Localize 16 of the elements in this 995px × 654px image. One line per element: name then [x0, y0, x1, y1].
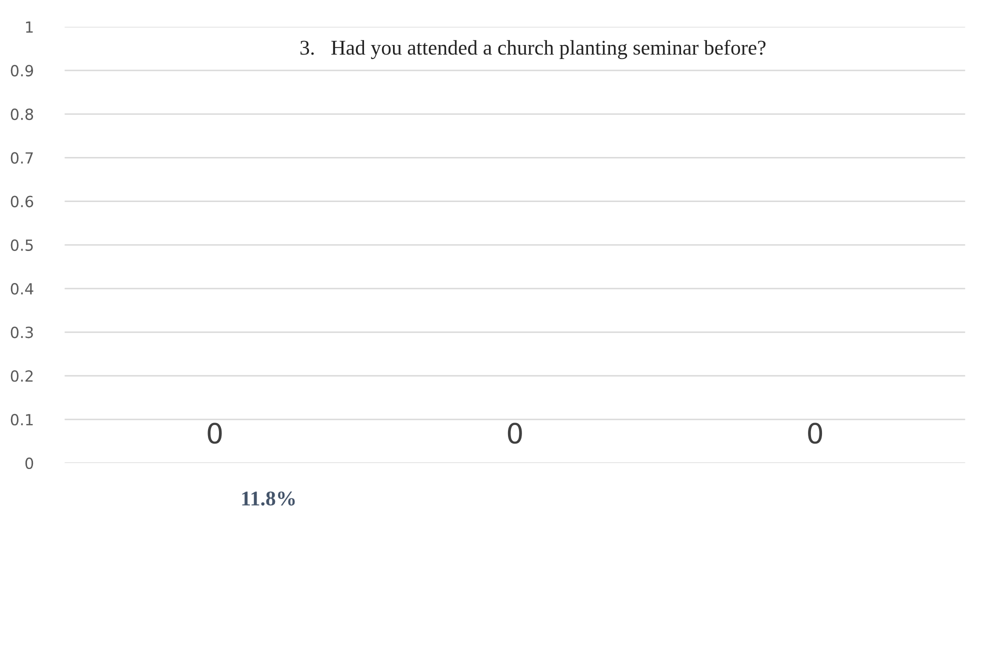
text: 11.8%: [242, 491, 295, 506]
y-tick-label: 0: [25, 457, 34, 470]
y-tick-label: 0.7: [10, 152, 33, 164]
y-tick-label: 1: [26, 21, 33, 33]
y-tick-label: 0.3: [10, 326, 33, 338]
y-tick-label: 0.1: [10, 414, 33, 426]
data-label: 0: [808, 422, 822, 444]
data-label: 0: [508, 422, 522, 444]
y-tick-label: 0.9: [10, 64, 34, 76]
y-tick-label: 0.8: [10, 108, 34, 120]
data-label: 0: [208, 422, 222, 444]
y-tick-label: 0.4: [10, 283, 34, 295]
y-tick-label: 0.5: [10, 239, 33, 251]
y-tick-label: 0.2: [10, 370, 33, 382]
y-tick-label: 0.6: [10, 196, 34, 208]
text: 3. Had you attended a church planting seminar before?: [300, 40, 766, 60]
